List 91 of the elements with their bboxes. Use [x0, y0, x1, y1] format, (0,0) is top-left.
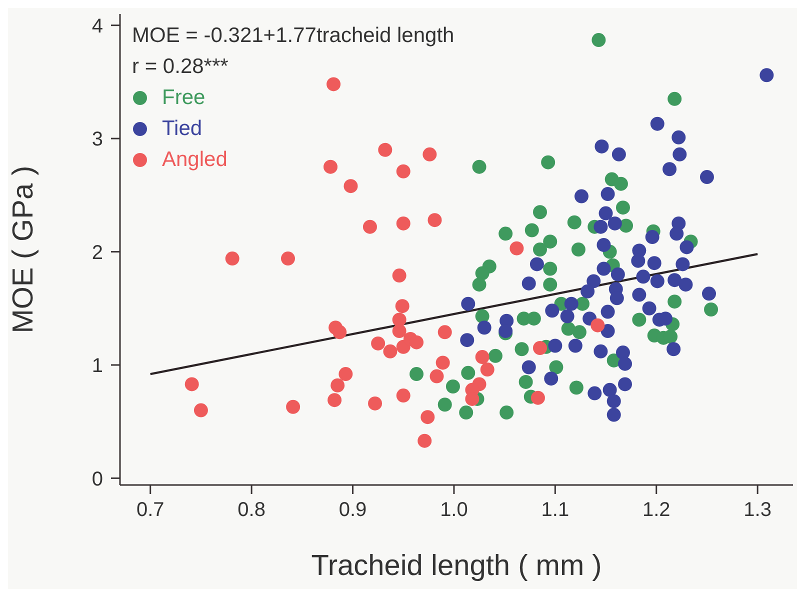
point — [472, 278, 486, 292]
point — [500, 406, 514, 420]
point — [194, 403, 208, 418]
point — [392, 324, 406, 338]
point — [324, 160, 338, 174]
y-axis-title: MOE ( GPa ) — [7, 166, 40, 334]
point — [328, 393, 342, 408]
point — [472, 160, 486, 174]
point — [475, 350, 490, 364]
point — [668, 294, 682, 309]
point — [543, 262, 558, 276]
point — [475, 309, 490, 324]
x-tick-label: 1.1 — [541, 499, 570, 522]
annotation: r = 0.28*** — [132, 54, 230, 80]
point — [420, 410, 435, 424]
point — [225, 252, 240, 266]
point — [532, 341, 547, 355]
point — [543, 234, 558, 249]
point — [338, 367, 353, 382]
point — [614, 176, 628, 191]
point — [392, 268, 406, 283]
y-tick-label: 1 — [92, 355, 103, 378]
point — [632, 312, 646, 327]
point — [510, 241, 524, 256]
point — [396, 216, 410, 230]
point — [518, 374, 533, 389]
point — [395, 299, 410, 314]
point — [488, 348, 502, 363]
point — [418, 434, 432, 448]
point — [438, 398, 452, 412]
point — [532, 205, 547, 220]
point — [569, 380, 584, 395]
legend-label: Free — [162, 85, 206, 111]
point — [461, 366, 476, 380]
point — [286, 400, 300, 414]
point — [514, 342, 529, 356]
point — [396, 388, 410, 403]
x-tick-label: 0.9 — [338, 499, 367, 522]
point — [326, 77, 341, 92]
point — [668, 92, 682, 106]
point — [392, 312, 406, 327]
point — [378, 142, 392, 157]
point — [362, 220, 377, 234]
point — [480, 362, 494, 377]
point — [590, 318, 605, 332]
point — [571, 242, 586, 256]
point — [280, 252, 295, 266]
point — [567, 215, 582, 230]
y-tick-label: 0 — [92, 468, 103, 490]
point — [524, 223, 539, 238]
point — [498, 226, 513, 241]
point — [572, 325, 586, 340]
point — [396, 164, 410, 178]
x-tick-label: 0.8 — [238, 499, 266, 522]
x-tick-label: 1.0 — [440, 499, 468, 522]
point — [530, 390, 545, 405]
legend-label: Tied — [162, 116, 202, 142]
point — [532, 242, 547, 256]
annotation: MOE = -0.321+1.77tracheid length — [132, 23, 454, 49]
point — [541, 155, 556, 170]
x-tick-label: 0.7 — [136, 499, 164, 522]
point — [330, 378, 345, 392]
point — [428, 213, 442, 228]
point — [422, 147, 437, 162]
point — [184, 377, 199, 392]
point — [704, 302, 718, 317]
point — [549, 360, 564, 374]
x-tick-label: 1.2 — [642, 499, 670, 522]
legend-label: Angled — [162, 147, 228, 173]
point — [438, 325, 452, 340]
point — [332, 325, 347, 340]
y-tick-label: 3 — [92, 128, 103, 151]
point — [592, 33, 606, 48]
y-tick-label: 2 — [92, 242, 103, 264]
x-axis-title: Tracheid length ( mm ) — [311, 550, 602, 582]
point — [383, 344, 398, 358]
point — [436, 356, 450, 370]
point — [526, 312, 541, 326]
point — [459, 406, 474, 420]
point — [616, 200, 630, 215]
y-tick-label: 4 — [92, 15, 103, 38]
point — [410, 335, 424, 350]
point — [371, 336, 386, 350]
x-tick-label: 1.3 — [744, 499, 772, 522]
point — [344, 179, 358, 194]
point — [446, 380, 460, 394]
point — [368, 396, 382, 410]
point — [475, 266, 490, 280]
point — [410, 367, 424, 382]
point — [430, 369, 444, 384]
point — [543, 278, 558, 292]
